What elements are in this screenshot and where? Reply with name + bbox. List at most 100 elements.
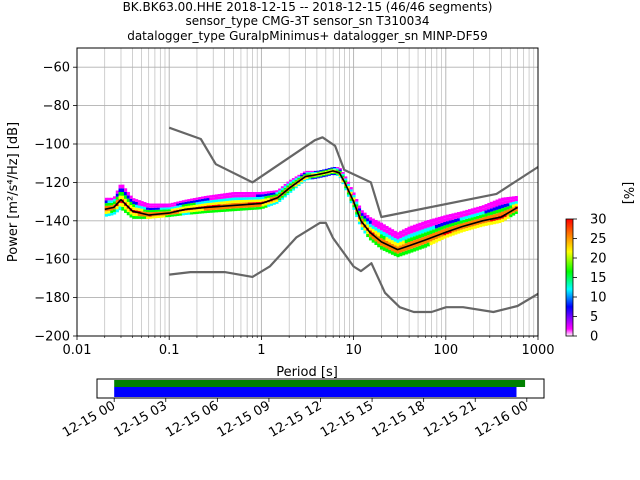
- psd-density-cell: [173, 206, 177, 209]
- psd-density-cell: [250, 194, 254, 198]
- psd-density-cell: [313, 177, 318, 179]
- psd-density-cell: [132, 207, 136, 211]
- psd-density-cell: [239, 192, 243, 195]
- psd-density-cell: [231, 208, 235, 212]
- psd-density-cell: [264, 205, 268, 208]
- psd-density-cell: [311, 172, 315, 174]
- psd-density-cell: [148, 205, 152, 208]
- psd-density-cell: [214, 207, 218, 210]
- psd-density-cell: [291, 186, 296, 189]
- psd-density-cell: [190, 198, 194, 201]
- psd-density-cell: [231, 197, 235, 201]
- psd-density-cell: [410, 237, 414, 242]
- psd-density-cell: [352, 194, 356, 198]
- psd-density-cell: [157, 211, 161, 214]
- psd-density-cell: [236, 202, 240, 206]
- psd-density-cell: [181, 213, 185, 216]
- psd-density-cell: [104, 213, 108, 217]
- psd-density-cell: [165, 203, 169, 206]
- timeline-bar-blue: [114, 387, 517, 397]
- psd-density-cell: [476, 218, 480, 222]
- psd-density-cell: [512, 196, 516, 200]
- psd-density-cell: [324, 171, 329, 173]
- psd-density-cell: [481, 214, 485, 218]
- psd-density-cell: [492, 204, 496, 208]
- psd-density-cell: [311, 175, 315, 177]
- psd-density-cell: [250, 197, 254, 200]
- psd-density-cell: [330, 169, 334, 171]
- psd-density-cell: [399, 249, 403, 253]
- colorbar-tick-label: 5: [590, 310, 598, 325]
- psd-density-cell: [269, 190, 274, 193]
- psd-density-cell: [305, 172, 309, 174]
- mean-psd-line: [104, 170, 518, 251]
- psd-density-cell: [154, 203, 158, 206]
- psd-density-cell: [465, 209, 469, 213]
- psd-density-cell: [165, 213, 169, 216]
- psd-density-cell: [379, 238, 384, 242]
- psd-density-cell: [462, 222, 466, 226]
- psd-density-cell: [514, 203, 518, 207]
- psd-density-cell: [269, 195, 274, 198]
- psd-density-cell: [187, 203, 191, 206]
- colorbar-tick-label: 25: [590, 232, 607, 247]
- psd-density-cell: [275, 197, 279, 200]
- psd-density-cell: [401, 229, 406, 234]
- psd-density-cell: [344, 176, 348, 179]
- psd-density-cell: [333, 167, 337, 169]
- psd-density-cell: [352, 197, 356, 200]
- psd-density-cell: [360, 213, 364, 216]
- psd-density-cell: [327, 174, 331, 176]
- psd-density-cell: [465, 224, 469, 229]
- psd-density-cell: [490, 214, 494, 219]
- y-axis-label: Power [m²/s⁴/Hz] [dB]: [6, 122, 21, 262]
- psd-density-cell: [399, 252, 403, 257]
- psd-density-cell: [236, 208, 240, 211]
- psd-density-cell: [242, 197, 246, 200]
- psd-density-cell: [322, 170, 326, 172]
- psd-density-cell: [140, 206, 144, 209]
- psd-density-cell: [454, 215, 458, 219]
- psd-density-cell: [462, 219, 466, 223]
- psd-density-cell: [385, 244, 389, 249]
- psd-density-cell: [256, 194, 260, 198]
- psd-density-cell: [465, 215, 469, 219]
- psd-density-cell: [280, 190, 285, 192]
- psd-density-cell: [484, 219, 488, 223]
- psd-density-cell: [454, 228, 458, 232]
- psd-density-cell: [121, 188, 125, 193]
- psd-density-cell: [126, 191, 130, 196]
- psd-density-cell: [410, 233, 414, 238]
- y-tick-label: −120: [34, 176, 70, 191]
- timeline-tick-label: 12-15 18: [370, 398, 428, 440]
- psd-density-cell: [192, 204, 196, 208]
- psd-density-cell: [423, 224, 428, 229]
- psd-density-cell: [465, 218, 469, 222]
- psd-density-cell: [162, 207, 166, 210]
- colorbar-tick-label: 30: [590, 213, 607, 228]
- psd-density-cell: [457, 230, 461, 234]
- psd-density-cell: [140, 211, 144, 214]
- psd-density-cell: [377, 236, 381, 240]
- psd-density-cell: [327, 168, 331, 170]
- psd-density-cell: [429, 237, 433, 242]
- psd-density-cell: [278, 190, 282, 193]
- psd-density-cell: [203, 200, 207, 204]
- psd-density-cell: [162, 211, 166, 214]
- psd-density-cell: [168, 215, 172, 217]
- psd-density-cell: [390, 229, 395, 233]
- psd-density-cell: [121, 192, 125, 196]
- psd-density-cell: [451, 226, 455, 230]
- psd-density-cell: [247, 197, 252, 200]
- psd-density-cell: [407, 230, 411, 235]
- psd-density-cell: [302, 179, 307, 182]
- psd-density-cell: [256, 192, 260, 195]
- psd-density-cell: [514, 211, 518, 214]
- psd-density-cell: [143, 216, 147, 219]
- psd-density-cell: [404, 243, 408, 247]
- psd-density-cell: [393, 245, 397, 249]
- psd-density-cell: [311, 178, 315, 180]
- psd-density-cell: [212, 197, 216, 200]
- psd-density-cell: [470, 217, 474, 221]
- psd-density-cell: [443, 218, 447, 223]
